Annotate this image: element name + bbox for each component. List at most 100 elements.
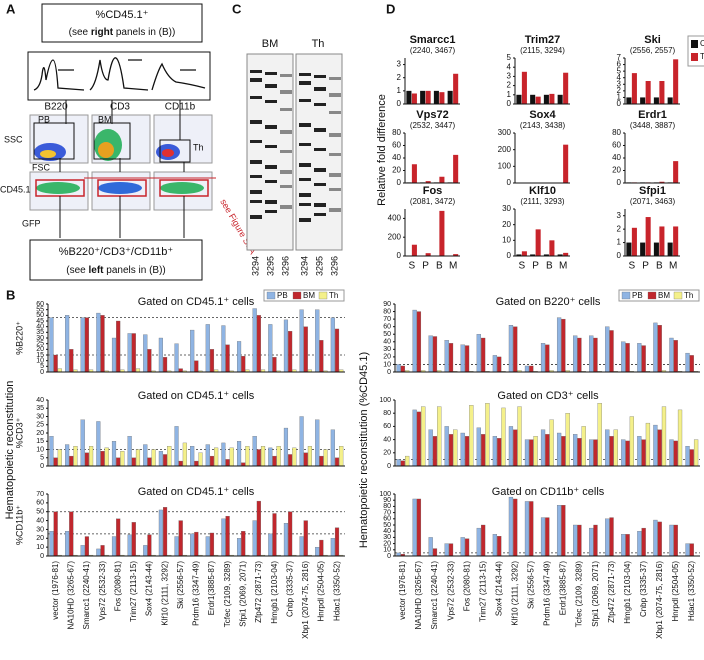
bar	[127, 333, 132, 373]
gel-band	[314, 75, 326, 78]
bar	[100, 545, 105, 557]
y-tick-label: 0	[507, 178, 512, 187]
bar	[480, 434, 486, 467]
bar	[49, 531, 54, 557]
bar	[425, 253, 431, 256]
y-tick-label: 0	[617, 99, 622, 108]
gel-band	[250, 200, 262, 203]
bar	[516, 94, 522, 104]
y-tick-label: 90	[383, 301, 391, 308]
y-tick-label: 300	[498, 128, 512, 137]
x-tick-label: S	[629, 261, 636, 272]
y-tick-label: 35	[36, 329, 44, 336]
bar	[80, 317, 85, 373]
x-tick-label: Sfpi1 (2069, 2071)	[591, 561, 600, 627]
legend-label: BM	[303, 291, 315, 300]
bar	[120, 450, 125, 467]
x-tick-label: Prdm16 (3347-49)	[192, 561, 201, 626]
gel-band	[299, 143, 311, 146]
y-tick-label: 20	[383, 540, 391, 547]
y-tick-label: 5	[507, 53, 512, 62]
bar	[221, 325, 226, 373]
note-line: %CD45.1⁺	[96, 9, 149, 21]
bar	[147, 457, 152, 467]
y-tick-label: 40	[36, 517, 44, 524]
bar	[460, 537, 465, 557]
bar	[143, 334, 148, 373]
bar	[439, 176, 445, 183]
bar	[425, 181, 431, 183]
bar	[549, 240, 555, 256]
bar	[625, 440, 630, 467]
bar	[653, 519, 658, 557]
chart-subtitle: (2556, 2557)	[630, 46, 676, 55]
legend-swatch	[647, 291, 657, 300]
y-tick-label: 30	[36, 335, 44, 342]
y-tick-label: 2	[617, 224, 622, 233]
y-tick-label: 60	[383, 423, 391, 430]
y-tick-label: 1	[397, 86, 402, 95]
bar	[225, 459, 230, 467]
bar	[673, 59, 679, 104]
bar	[174, 343, 179, 373]
bar	[673, 440, 678, 467]
bar	[432, 548, 438, 557]
bar	[631, 227, 637, 256]
gel-band	[299, 178, 311, 181]
bar	[460, 344, 465, 373]
bar	[268, 324, 273, 373]
note-box	[29, 239, 203, 281]
y-axis-label: Hematopoietic reconstitution (%CD45.1)	[358, 352, 370, 548]
bar	[543, 254, 549, 256]
gel-band	[250, 96, 262, 99]
bar	[476, 427, 481, 467]
bar	[89, 446, 94, 467]
y-tick-label: 400	[388, 214, 402, 223]
chart-subtitle: (2115, 3294)	[520, 46, 565, 55]
chart-title: Fos	[423, 185, 443, 197]
y-tick-label: 10	[36, 544, 44, 551]
bar	[501, 407, 506, 467]
bar	[163, 357, 168, 373]
gel-band	[265, 165, 277, 169]
bar	[205, 444, 210, 467]
note-part: right	[91, 27, 114, 38]
gel-band	[280, 205, 292, 209]
chart-title: Gated on CD45.1⁺ cells	[138, 390, 255, 402]
bar	[453, 429, 458, 467]
y-tick-label: 0	[397, 99, 402, 108]
note-part: panels in (B))	[103, 265, 165, 276]
legend-label: Trx	[700, 52, 704, 61]
note-part: (see	[69, 27, 91, 38]
y-axis-label: %CD3⁺	[14, 417, 24, 448]
gel-band	[314, 213, 326, 216]
chart-title: Klf10	[529, 185, 556, 197]
bar	[229, 447, 234, 467]
y-tick-label: 70	[383, 316, 391, 323]
bar	[626, 242, 632, 256]
y-tick-label: 1	[617, 93, 622, 102]
bar	[540, 517, 546, 557]
gel-band	[314, 103, 326, 106]
bar	[573, 524, 578, 557]
bar	[645, 217, 651, 256]
bar	[307, 446, 312, 467]
bar	[69, 511, 74, 557]
x-tick-label: Xbp1 (2074-75, 2816)	[301, 561, 310, 639]
bar	[104, 447, 109, 467]
y-tick-label: 2	[397, 73, 402, 82]
bar	[447, 90, 453, 104]
y-tick-label: 40	[392, 153, 401, 162]
note-part: (see	[66, 265, 88, 276]
gel-band	[250, 190, 262, 194]
gel-band	[329, 173, 341, 177]
y-tick-label: 60	[383, 324, 391, 331]
x-tick-label: Ski (2556-57)	[176, 561, 185, 609]
bar	[406, 90, 412, 104]
y-tick-label: 40	[383, 339, 391, 346]
bar	[428, 537, 433, 557]
bar	[158, 450, 163, 467]
gate-label: Th	[193, 142, 204, 152]
lane-label: 3294	[250, 256, 260, 276]
y-tick-label: 80	[612, 128, 621, 137]
